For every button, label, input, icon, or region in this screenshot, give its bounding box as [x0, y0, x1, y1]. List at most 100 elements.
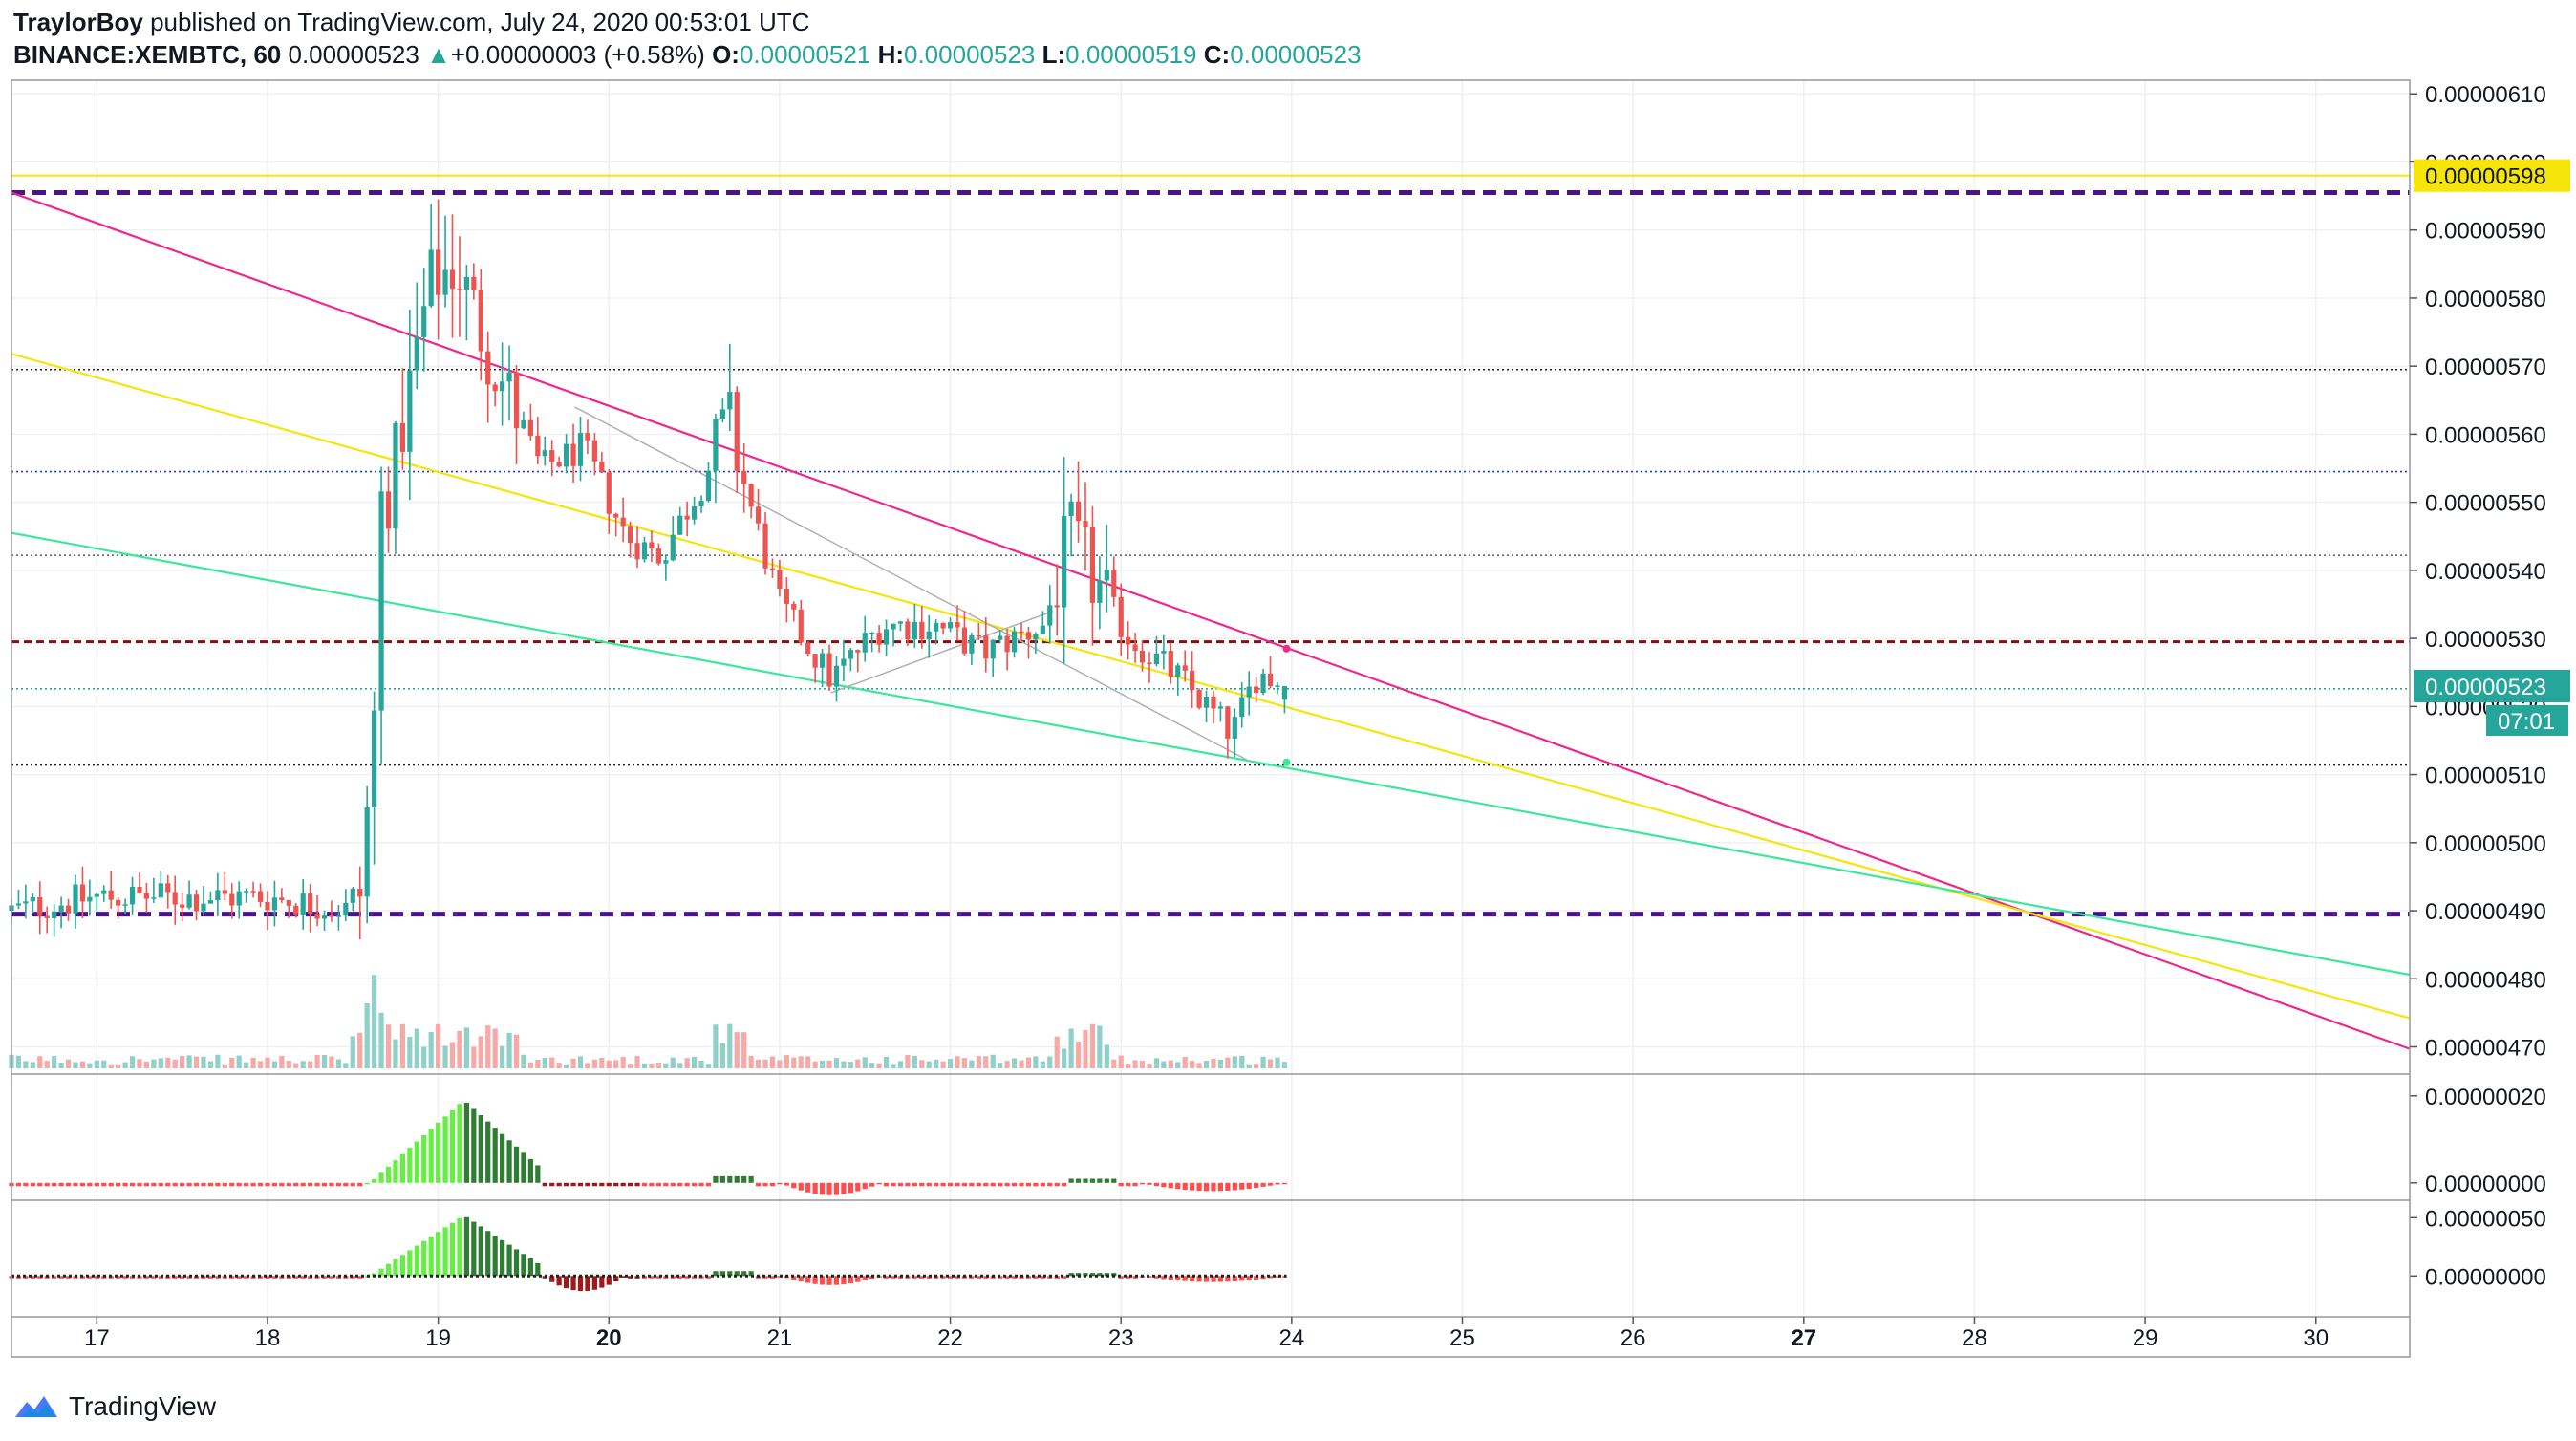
volume-bar — [826, 1060, 832, 1068]
indicator-bar — [442, 1227, 448, 1277]
volume-bar — [727, 1023, 733, 1068]
candle-body — [329, 915, 334, 917]
candle-body — [869, 633, 875, 634]
tradingview-cloud-icon[interactable] — [11, 1392, 61, 1421]
indicator-bar — [734, 1271, 740, 1277]
trendline-yellow — [11, 353, 2411, 1020]
indicator-bar — [905, 1182, 911, 1187]
volume-bar — [143, 1061, 150, 1068]
candle-body — [876, 633, 882, 645]
volume-bar — [1239, 1055, 1245, 1068]
indicator-bar — [151, 1276, 157, 1279]
volume-bar — [172, 1059, 178, 1068]
volume-bar — [649, 1063, 655, 1068]
indicator-bar — [862, 1276, 868, 1281]
indicator-bar — [385, 1166, 392, 1183]
indicator-bar — [500, 1239, 505, 1277]
volume-bar — [1232, 1056, 1237, 1068]
x-tick-label: 23 — [1108, 1325, 1134, 1351]
indicator-bar — [649, 1182, 655, 1187]
grid-lines — [11, 80, 2410, 1317]
indicator-bar — [492, 1236, 498, 1277]
indicator-bar — [613, 1182, 619, 1187]
author-name[interactable]: TraylorBoy — [13, 8, 143, 36]
trendline-gray — [830, 610, 1054, 694]
candle-body — [990, 639, 996, 659]
candle-body — [762, 523, 768, 569]
indicator-bar — [1068, 1273, 1074, 1277]
candle-body — [244, 891, 249, 893]
indicator-bar — [798, 1182, 804, 1191]
candle-body — [250, 891, 256, 893]
indicator-bar — [549, 1182, 555, 1187]
candle-body — [414, 336, 419, 371]
indicator-bar — [1217, 1276, 1224, 1282]
indicator-bar — [421, 1135, 427, 1183]
candle-body — [769, 568, 776, 570]
indicator-bar — [606, 1276, 612, 1285]
volume-bar — [542, 1057, 547, 1068]
volume-bar — [805, 1056, 811, 1068]
indicator-bar — [58, 1182, 64, 1187]
volume-bar — [961, 1058, 968, 1068]
candle-body — [1254, 686, 1259, 694]
indicator-bar — [428, 1129, 434, 1183]
indicator-bar — [37, 1276, 43, 1279]
indicator-bar — [848, 1276, 853, 1284]
indicator-bar — [393, 1258, 398, 1277]
candle-body — [1111, 570, 1117, 597]
volume-bar — [983, 1056, 989, 1068]
indicator-bar — [1161, 1276, 1167, 1280]
volume-bar — [535, 1060, 541, 1068]
indicator-bar — [1190, 1276, 1195, 1282]
indicator-bar — [1203, 1182, 1210, 1192]
candle-body — [1126, 636, 1131, 645]
symbol-label[interactable]: BINANCE:XEMBTC, 60 — [13, 40, 282, 69]
indicator-bar — [399, 1255, 406, 1277]
volume-bar — [158, 1058, 163, 1068]
indicator-bar — [385, 1263, 392, 1277]
indicator-bar — [755, 1182, 762, 1187]
x-tick-label: 22 — [937, 1325, 963, 1351]
indicator-bar — [549, 1276, 555, 1282]
indicator-bar — [350, 1182, 355, 1187]
indicator-bar — [1011, 1182, 1018, 1187]
volume-bar — [691, 1056, 698, 1068]
indicator-bar — [705, 1276, 712, 1279]
candle-body — [883, 629, 890, 645]
volume-bar — [1168, 1060, 1173, 1068]
volume-bar — [286, 1060, 291, 1068]
volume-bar — [52, 1056, 57, 1068]
candle-body — [500, 381, 505, 392]
indicator-bar — [883, 1276, 890, 1279]
volume-bar — [641, 1063, 648, 1068]
indicator-bar — [58, 1276, 64, 1279]
x-tick-label: 29 — [2133, 1325, 2158, 1351]
indicator-bar — [599, 1276, 605, 1288]
volume-bar — [257, 1061, 264, 1068]
indicator-bar — [357, 1276, 363, 1279]
tradingview-brand[interactable]: TradingView — [69, 1391, 217, 1421]
candle-body — [841, 658, 847, 666]
volume-bar — [1062, 1048, 1067, 1068]
candle-body — [236, 891, 242, 906]
volume-bar — [748, 1055, 754, 1068]
indicator-bar — [855, 1276, 861, 1282]
candle-body — [506, 372, 512, 382]
indicator-bar — [805, 1182, 811, 1193]
candle-body — [471, 276, 477, 290]
indicator-bar — [1104, 1273, 1109, 1277]
candle-body — [655, 548, 661, 564]
volume-bar — [321, 1054, 328, 1068]
indicator-bar — [998, 1182, 1003, 1187]
candle-body — [79, 884, 86, 902]
candle-body — [485, 351, 491, 385]
indicator-bar — [805, 1276, 811, 1283]
indicator-bar — [535, 1165, 541, 1183]
volume-bar — [556, 1063, 562, 1068]
indicator-bar — [286, 1182, 291, 1187]
indicator-bar — [1196, 1276, 1202, 1282]
candle-body — [129, 886, 136, 905]
indicator-bar — [407, 1250, 413, 1277]
